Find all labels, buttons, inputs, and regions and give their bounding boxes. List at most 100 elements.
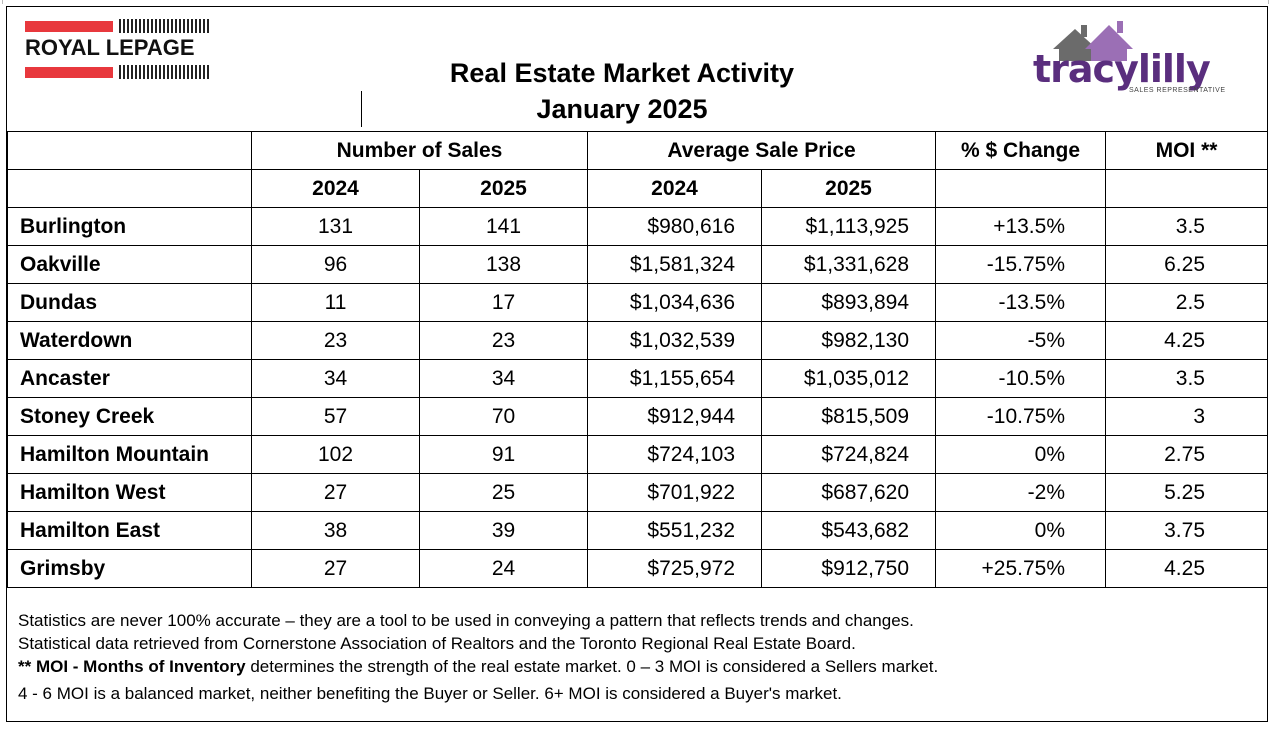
- price-2025-cell: $815,509: [761, 397, 936, 436]
- logo-lines-top: [119, 19, 209, 33]
- corner-mark-left: [2, 0, 3, 4]
- document-frame: ROYAL LEPAGE Real Estate Market Activity…: [6, 6, 1268, 722]
- group-header-row: Number of Sales Average Sale Price % $ C…: [7, 131, 1268, 170]
- footnote-balanced-market: 4 - 6 MOI is a balanced market, neither …: [18, 684, 842, 703]
- sales-2024-cell: 38: [251, 511, 420, 550]
- sales-2025-cell: 138: [419, 245, 588, 284]
- footnote-moi-rest: determines the strength of the real esta…: [245, 657, 939, 676]
- area-header-blank: [7, 131, 252, 170]
- price-2025-cell: $687,620: [761, 473, 936, 512]
- price-2024-cell: $1,032,539: [587, 321, 762, 360]
- sales-2024-cell: 27: [251, 549, 420, 588]
- area-cell: Stoney Creek: [7, 397, 252, 436]
- tracylilly-logo-text: tracylilly: [1033, 47, 1211, 91]
- sales-2024-cell: 96: [251, 245, 420, 284]
- price-2025-cell: $982,130: [761, 321, 936, 360]
- price-2024-cell: $912,944: [587, 397, 762, 436]
- footnote-moi-bold: ** MOI - Months of Inventory: [18, 657, 246, 676]
- header: ROYAL LEPAGE Real Estate Market Activity…: [7, 7, 1267, 131]
- percent-change-header: % $ Change: [935, 131, 1106, 170]
- moi-cell: 6.25: [1105, 245, 1268, 284]
- change-cell: +25.75%: [935, 549, 1106, 588]
- area-cell: Burlington: [7, 207, 252, 246]
- area-cell: Dundas: [7, 283, 252, 322]
- area-cell: Ancaster: [7, 359, 252, 398]
- change-cell: -10.5%: [935, 359, 1106, 398]
- royal-lepage-logo: ROYAL LEPAGE: [25, 17, 215, 79]
- sales-2025-cell: 25: [419, 473, 588, 512]
- number-of-sales-header: Number of Sales: [251, 131, 588, 170]
- sales-2025-cell: 17: [419, 283, 588, 322]
- tracylilly-logo: tracylilly SALES REPRESENTATIVE: [1031, 21, 1225, 111]
- sales-2024-cell: 23: [251, 321, 420, 360]
- market-activity-table: Number of Sales Average Sale Price % $ C…: [7, 131, 1268, 588]
- table-row: Hamilton East 38 39 $551,232 $543,682 0% 3.75: [7, 511, 1268, 550]
- house-roof-icon: [1053, 21, 1133, 61]
- logo-lines-bottom: [119, 65, 209, 79]
- sales-2024-cell: 11: [251, 283, 420, 322]
- sales-2024-cell: 102: [251, 435, 420, 474]
- tracylilly-logo-subtitle: SALES REPRESENTATIVE: [1129, 87, 1226, 94]
- price-2024-cell: $980,616: [587, 207, 762, 246]
- price-2025-cell: $893,894: [761, 283, 936, 322]
- sales-2024-cell: 131: [251, 207, 420, 246]
- area-cell: Hamilton Mountain: [7, 435, 252, 474]
- price-2025-header: 2025: [761, 169, 936, 208]
- change-cell: 0%: [935, 511, 1106, 550]
- area-cell: Hamilton West: [7, 473, 252, 512]
- table-row: Waterdown 23 23 $1,032,539 $982,130 -5% 4.25: [7, 321, 1268, 360]
- footnotes: Statistics are never 100% accurate – the…: [18, 609, 1258, 705]
- change-cell: -13.5%: [935, 283, 1106, 322]
- sales-2025-cell: 91: [419, 435, 588, 474]
- page-subtitle: January 2025: [536, 94, 708, 124]
- price-2025-cell: $1,113,925: [761, 207, 936, 246]
- change-cell: -15.75%: [935, 245, 1106, 284]
- price-2025-cell: $1,035,012: [761, 359, 936, 398]
- sales-2025-cell: 39: [419, 511, 588, 550]
- sales-2025-cell: 23: [419, 321, 588, 360]
- text-cursor-mark: [361, 91, 362, 127]
- change-header-blank: [935, 169, 1106, 208]
- table-row: Stoney Creek 57 70 $912,944 $815,509 -10.75% 3: [7, 397, 1268, 436]
- price-2024-cell: $1,034,636: [587, 283, 762, 322]
- sales-2025-cell: 24: [419, 549, 588, 588]
- area-cell: Waterdown: [7, 321, 252, 360]
- sales-2025-cell: 70: [419, 397, 588, 436]
- moi-cell: 3.5: [1105, 359, 1268, 398]
- footnote-source: Statistical data retrieved from Cornerst…: [18, 634, 856, 653]
- moi-cell: 3.75: [1105, 511, 1268, 550]
- table-row: Hamilton West 27 25 $701,922 $687,620 -2% 5.25: [7, 473, 1268, 512]
- area-header-blank-2: [7, 169, 252, 208]
- sales-2024-cell: 27: [251, 473, 420, 512]
- sales-2025-header: 2025: [419, 169, 588, 208]
- moi-cell: 4.25: [1105, 549, 1268, 588]
- price-2024-cell: $725,972: [587, 549, 762, 588]
- logo-red-bar-bottom: [25, 67, 113, 78]
- table-row: Grimsby 27 24 $725,972 $912,750 +25.75% 4.25: [7, 549, 1268, 588]
- average-sale-price-header: Average Sale Price: [587, 131, 936, 170]
- sales-2025-cell: 34: [419, 359, 588, 398]
- table-row: Oakville 96 138 $1,581,324 $1,331,628 -15.75%…: [7, 245, 1268, 284]
- change-cell: -2%: [935, 473, 1106, 512]
- table-row: Hamilton Mountain 102 91 $724,103 $724,824 0%…: [7, 435, 1268, 474]
- moi-cell: 2.75: [1105, 435, 1268, 474]
- corner-mark-right: [1268, 0, 1269, 4]
- change-cell: 0%: [935, 435, 1106, 474]
- table-row: Dundas 11 17 $1,034,636 $893,894 -13.5% 2.5: [7, 283, 1268, 322]
- price-2024-cell: $724,103: [587, 435, 762, 474]
- page-title: Real Estate Market Activity: [449, 58, 795, 88]
- sales-2024-header: 2024: [251, 169, 420, 208]
- sales-2025-cell: 141: [419, 207, 588, 246]
- logo-red-bar-top: [25, 21, 113, 32]
- price-2024-cell: $551,232: [587, 511, 762, 550]
- area-cell: Oakville: [7, 245, 252, 284]
- price-2024-cell: $1,581,324: [587, 245, 762, 284]
- moi-cell: 3.5: [1105, 207, 1268, 246]
- area-cell: Hamilton East: [7, 511, 252, 550]
- price-2024-cell: $1,155,654: [587, 359, 762, 398]
- change-cell: +13.5%: [935, 207, 1106, 246]
- footnote-moi: ** MOI - Months of Inventory determines …: [18, 655, 1258, 678]
- royal-lepage-logo-text: ROYAL LEPAGE: [25, 35, 195, 60]
- price-2025-cell: $724,824: [761, 435, 936, 474]
- moi-header-blank: [1105, 169, 1268, 208]
